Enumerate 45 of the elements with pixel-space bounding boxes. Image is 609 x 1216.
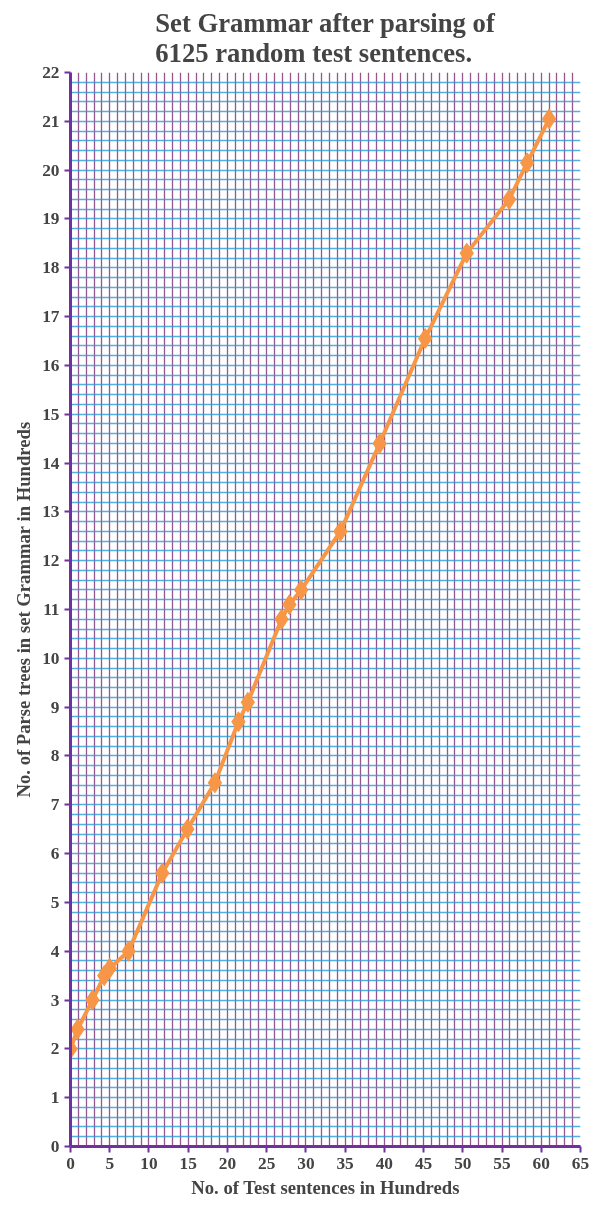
y-tick-label: 19 xyxy=(42,209,60,229)
x-tick-label: 20 xyxy=(218,1153,237,1173)
x-tick-label: 55 xyxy=(493,1153,512,1173)
y-tick-label: 1 xyxy=(50,1088,60,1108)
x-tick-label: 0 xyxy=(66,1153,75,1173)
y-axis-title: No. of Parse trees in set Grammar in Hundreds xyxy=(13,421,35,798)
y-tick-label: 10 xyxy=(42,648,60,668)
y-tick-label: 20 xyxy=(42,160,60,180)
y-tick-label: 9 xyxy=(50,697,60,717)
y-tick-label: 8 xyxy=(50,746,60,766)
y-tick-label: 6 xyxy=(50,844,60,864)
y-tick-label: 0 xyxy=(50,1137,60,1156)
chart-title: Set Grammar after parsing of 6125 random test sentences. xyxy=(155,7,496,68)
y-tick-label: 18 xyxy=(42,258,60,278)
point xyxy=(417,328,433,350)
point xyxy=(519,152,535,174)
y-tick-label: 22 xyxy=(42,63,60,82)
y-tick-label: 16 xyxy=(42,355,60,375)
x-tick-label: 30 xyxy=(297,1153,315,1173)
y-tick-label: 7 xyxy=(50,795,60,815)
y-tick-label: 12 xyxy=(42,551,60,571)
x-tick-label: 15 xyxy=(179,1153,198,1173)
x-tick-label: 5 xyxy=(105,1153,115,1173)
x-tick-label: 60 xyxy=(532,1153,550,1173)
y-tick-label: 14 xyxy=(42,453,60,473)
point xyxy=(207,772,223,794)
y-tick-label: 4 xyxy=(50,941,60,961)
y-tick-label: 2 xyxy=(50,1039,60,1059)
x-tick-label: 65 xyxy=(571,1153,590,1173)
x-tick-label: 40 xyxy=(375,1153,394,1173)
point xyxy=(541,108,557,130)
x-axis-title: No. of Test sentences in Hundreds xyxy=(191,1176,460,1198)
x-tick-label: 45 xyxy=(414,1153,433,1173)
y-tick-label: 3 xyxy=(50,990,60,1010)
y-tick-label: 11 xyxy=(43,600,60,619)
x-tick-label: 50 xyxy=(454,1153,472,1173)
y-tick-label: 5 xyxy=(50,892,60,912)
y-tick-label: 17 xyxy=(42,307,60,327)
y-tick-label: 15 xyxy=(42,404,60,424)
x-tick-label: 25 xyxy=(257,1153,276,1173)
x-tick-label: 10 xyxy=(140,1153,158,1173)
point xyxy=(501,188,517,210)
x-tick-label: 35 xyxy=(336,1153,355,1173)
y-tick-label: 21 xyxy=(42,111,60,131)
y-tick-label: 13 xyxy=(42,502,60,522)
